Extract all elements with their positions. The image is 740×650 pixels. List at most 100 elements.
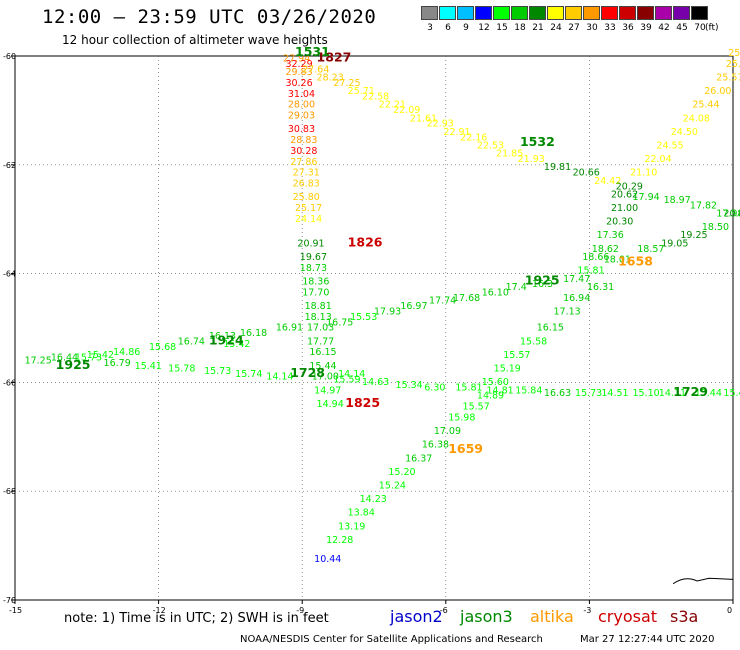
wave-height-label: 15.81	[455, 383, 482, 394]
color-swatch	[583, 6, 600, 20]
wave-height-label: 22.53	[477, 140, 504, 151]
color-scale-label: 6	[445, 23, 451, 33]
x-tick-label: -15	[9, 606, 22, 615]
wave-height-label: 14.23	[360, 494, 387, 505]
wave-height-label: 30.26	[285, 78, 312, 89]
wave-height-label: 21.00	[611, 203, 638, 214]
wave-height-label: 14.94	[317, 399, 344, 410]
wave-height-label: 15.19	[494, 364, 521, 375]
wave-height-label: 13.84	[348, 508, 375, 519]
coastline	[672, 577, 734, 585]
pass-time-label: 1728	[290, 365, 325, 380]
wave-height-label: 32.29	[285, 59, 312, 70]
color-swatch	[691, 6, 708, 20]
color-scale-label: 36	[622, 23, 634, 33]
wave-height-label: 17.25	[25, 355, 52, 366]
wave-height-label: 17.77	[307, 336, 334, 347]
color-scale-label: 9	[463, 23, 469, 33]
wave-height-label: 17.09	[434, 426, 461, 437]
wave-height-label: 30.28	[290, 146, 317, 157]
wave-height-label: 15.73	[75, 353, 102, 364]
wave-height-label: 29.83	[285, 67, 312, 78]
wave-height-label: 24.08	[683, 113, 710, 124]
y-tick-label: -70	[3, 596, 16, 605]
footer-credit: NOAA/NESDIS Center for Satellite Applica…	[240, 634, 543, 645]
wave-height-label: 24.42	[594, 176, 621, 187]
x-tick-label: -6	[440, 606, 448, 615]
wave-height-label: 14.14	[338, 369, 365, 380]
wave-height-label: 22.16	[460, 132, 487, 143]
wave-height-label: 17.03	[307, 323, 334, 334]
wave-height-label: 14.51	[601, 388, 628, 399]
wave-height-label: 21.61	[410, 113, 437, 124]
wave-height-label: 18.50	[702, 222, 729, 233]
wave-height-label: 16.3	[532, 279, 553, 290]
wave-height-label: 14.14	[266, 372, 293, 383]
wave-height-label: 14.86	[113, 347, 140, 358]
wave-height-label: 16.74	[178, 336, 205, 347]
wave-height-label: 15.42	[223, 339, 250, 350]
legend-entry-s3a: s3a	[670, 607, 699, 626]
color-swatch	[439, 6, 456, 20]
color-scale-unit: (ft)	[705, 23, 719, 33]
wave-height-label: 22.93	[427, 119, 454, 130]
wave-height-label: 22.91	[443, 127, 470, 138]
wave-height-label: 20.66	[573, 168, 600, 179]
pass-time-label: 1825	[345, 395, 380, 410]
wave-height-label: 21.93	[518, 154, 545, 165]
wave-height-label: 15.74	[235, 369, 262, 380]
footer-timestamp: Mar 27 12:27:44 UTC 2020	[580, 634, 715, 645]
wave-height-label: 14.11	[659, 388, 686, 399]
color-swatch	[565, 6, 582, 20]
wave-height-label: 21.10	[630, 168, 657, 179]
wave-height-label: 17.82	[690, 200, 717, 211]
wave-height-label: 18.01	[604, 255, 631, 266]
wave-height-label: 15.57	[463, 402, 490, 413]
wave-height-label: 15.41	[135, 361, 162, 372]
wave-height-label: 25.17	[295, 203, 322, 214]
wave-height-label: 18.97	[664, 195, 691, 206]
wave-height-label: 25.71	[348, 86, 375, 97]
wave-height-label: 27.94	[283, 53, 310, 64]
wave-height-label: 19.81	[544, 162, 571, 173]
color-swatch	[601, 6, 618, 20]
x-tick-label: -9	[296, 606, 304, 615]
wave-height-label: 15.53	[350, 312, 377, 323]
wave-height-label: 17.4	[506, 282, 527, 293]
wave-height-label: 13.19	[338, 521, 365, 532]
wave-height-label: 31.04	[288, 89, 315, 100]
wave-height-label: 15.58	[520, 336, 547, 347]
wave-height-label: 14.63	[362, 377, 389, 388]
y-tick-label: -66	[3, 378, 16, 387]
wave-height-label: 25.44	[692, 100, 719, 111]
wave-height-label: 25.21	[726, 59, 740, 70]
color-swatch	[619, 6, 636, 20]
wave-height-label: 27.64	[302, 64, 329, 75]
color-scale-label: 27	[568, 23, 580, 33]
wave-height-label: 20.82	[723, 208, 740, 219]
wave-height-label: 16.13	[209, 331, 236, 342]
wave-height-label: 16.15	[537, 323, 564, 334]
wave-height-label: 14.81	[486, 385, 513, 396]
wave-height-label: 15.60	[482, 377, 509, 388]
color-swatch	[511, 6, 528, 20]
wave-height-label: 24.50	[671, 127, 698, 138]
color-scale-label: 3	[427, 23, 433, 33]
color-scale-legend: 3 6 9 12 15 18 21 24 27 30 33 36 39 42 45 70 (ft)	[421, 6, 740, 36]
wave-height-label: 18.66	[582, 252, 609, 263]
wave-height-label: 18.13	[305, 312, 332, 323]
wave-height-label: 17.94	[632, 192, 659, 203]
color-swatch	[655, 6, 672, 20]
wave-height-label: 17.98	[716, 208, 740, 219]
wave-height-label: 16.97	[400, 301, 427, 312]
wave-height-label: 20.62	[611, 189, 638, 200]
wave-height-label: 15.81	[577, 266, 604, 277]
wave-height-label: 15.73	[204, 366, 231, 377]
pass-time-label: 1729	[673, 384, 708, 399]
legend-entry-jason2: jason2	[390, 607, 443, 626]
wave-height-label: 27.31	[293, 168, 320, 179]
wave-height-label: 17.00	[312, 372, 339, 383]
wave-height-label: 15.84	[515, 385, 542, 396]
wave-height-label: 16.15	[309, 347, 336, 358]
